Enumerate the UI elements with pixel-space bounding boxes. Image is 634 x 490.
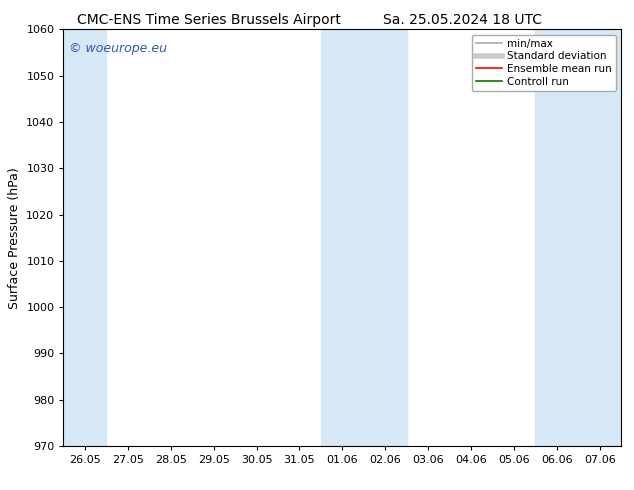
Text: Sa. 25.05.2024 18 UTC: Sa. 25.05.2024 18 UTC xyxy=(384,13,542,27)
Text: CMC-ENS Time Series Brussels Airport: CMC-ENS Time Series Brussels Airport xyxy=(77,13,341,27)
Legend: min/max, Standard deviation, Ensemble mean run, Controll run: min/max, Standard deviation, Ensemble me… xyxy=(472,35,616,91)
Bar xyxy=(63,29,107,446)
Text: © woeurope.eu: © woeurope.eu xyxy=(69,42,167,55)
Bar xyxy=(321,29,407,446)
Bar xyxy=(536,29,621,446)
Y-axis label: Surface Pressure (hPa): Surface Pressure (hPa) xyxy=(8,167,21,309)
